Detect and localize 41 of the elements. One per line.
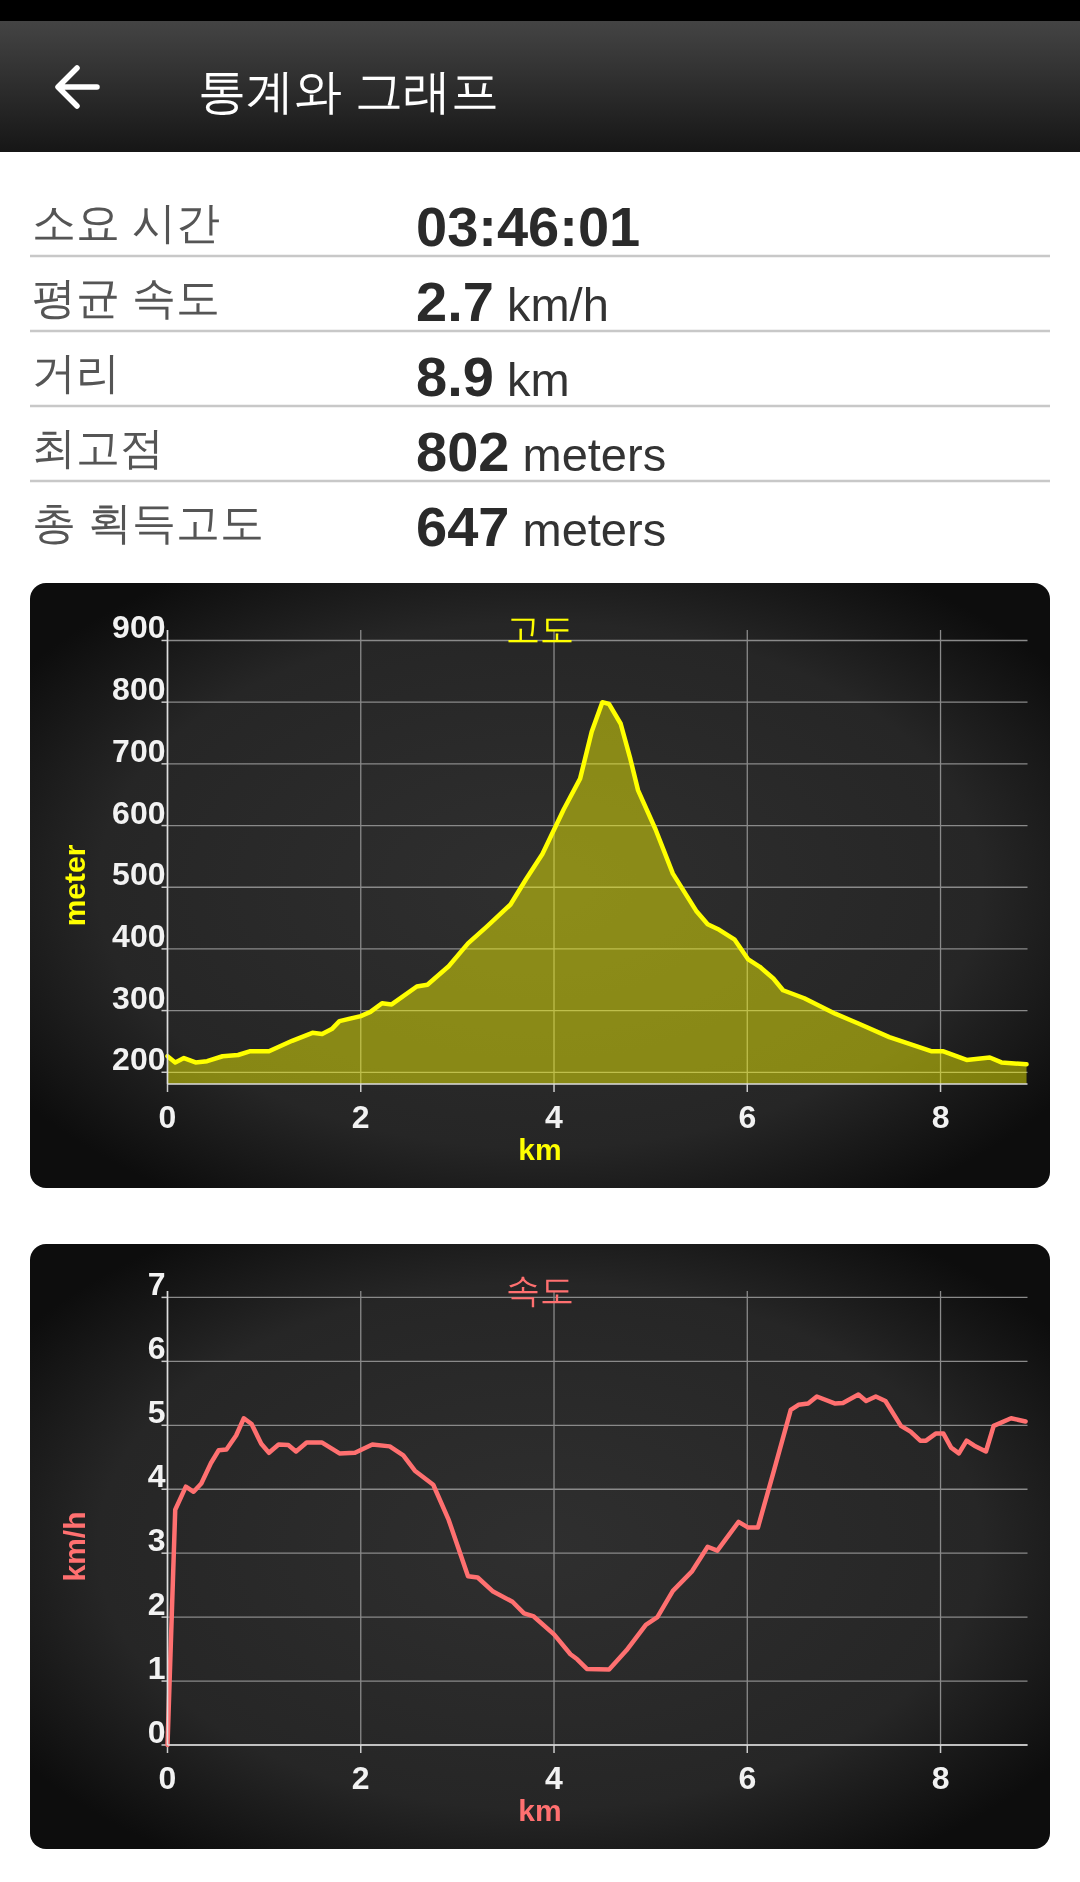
- text: 평균 속도: [32, 273, 221, 322]
- y-tick-label: 0: [147, 1714, 166, 1750]
- text: 8.9 km: [416, 345, 570, 408]
- y-tick-label: 800: [112, 671, 166, 708]
- y-tick-label: 300: [112, 979, 166, 1016]
- text: 647 meters: [416, 495, 667, 558]
- y-tick-label: 6: [147, 1330, 166, 1367]
- y-axis-title: km/h: [57, 1511, 91, 1582]
- x-tick-label: 4: [545, 1760, 564, 1796]
- text: 03:46:01: [416, 195, 641, 258]
- y-tick-label: 200: [112, 1041, 166, 1078]
- text: 802 meters: [416, 420, 667, 483]
- y-tick-label: 4: [147, 1458, 166, 1495]
- y-tick-label: 3: [147, 1522, 166, 1559]
- y-tick-label: 400: [112, 917, 166, 954]
- text: 거리: [32, 348, 120, 397]
- y-tick-label: 900: [112, 609, 166, 646]
- y-tick-label: 1: [147, 1650, 166, 1687]
- text: 총 획득고도: [32, 498, 265, 547]
- x-tick-label: 6: [738, 1099, 757, 1135]
- x-tick-label: 6: [738, 1760, 757, 1796]
- text: 2.7 km/h: [416, 270, 609, 333]
- y-tick-label: 500: [112, 856, 166, 893]
- x-tick-label: 4: [545, 1099, 564, 1135]
- chart-title: 고도: [506, 610, 574, 648]
- x-tick-label: 2: [351, 1099, 370, 1135]
- y-axis-title: meter: [57, 844, 91, 927]
- x-axis-title: km: [518, 1794, 562, 1827]
- y-tick-label: 600: [112, 794, 166, 831]
- text: 통계와 그래프: [198, 65, 500, 118]
- x-axis-title: km: [518, 1133, 562, 1166]
- text: 소요 시간: [32, 198, 221, 247]
- chart-title: 속도: [506, 1271, 574, 1309]
- x-tick-label: 8: [931, 1760, 950, 1796]
- y-tick-label: 7: [147, 1266, 166, 1303]
- text: 최고점: [32, 423, 164, 472]
- y-tick-label: 2: [147, 1586, 166, 1623]
- y-tick-label: 700: [112, 732, 166, 769]
- x-tick-label: 2: [351, 1760, 370, 1796]
- y-tick-label: 5: [147, 1394, 166, 1431]
- x-tick-label: 8: [931, 1099, 950, 1135]
